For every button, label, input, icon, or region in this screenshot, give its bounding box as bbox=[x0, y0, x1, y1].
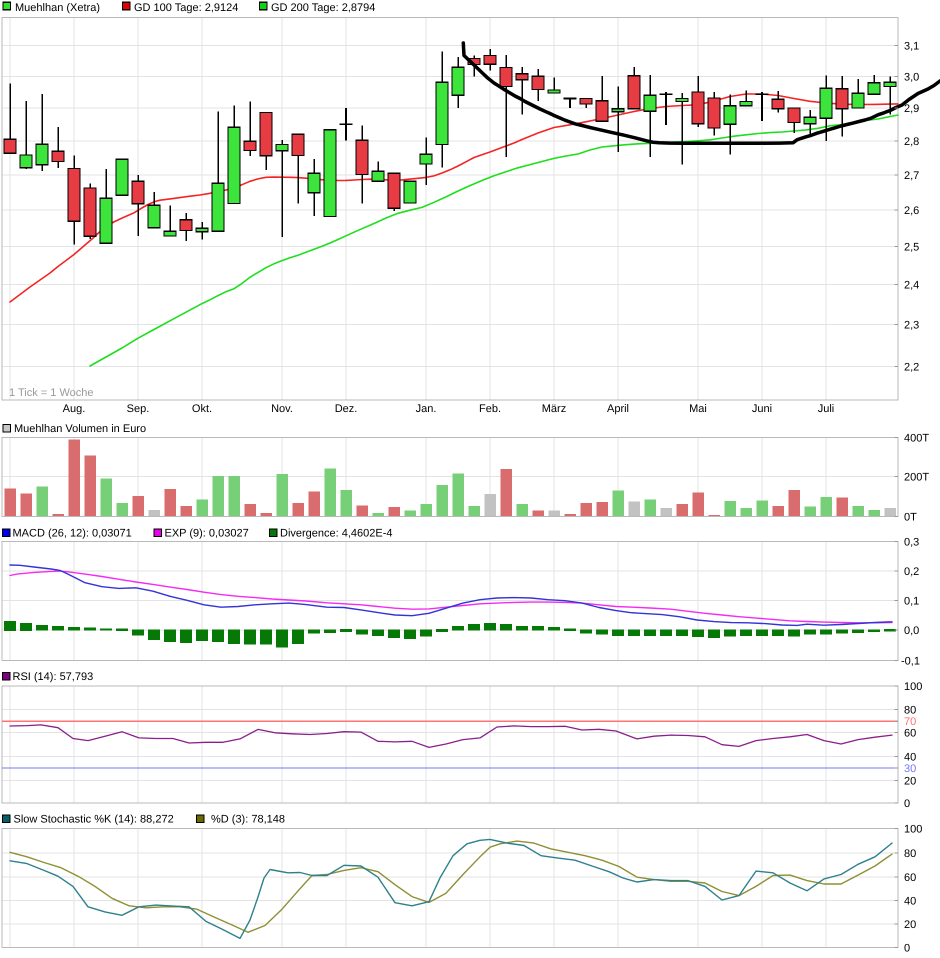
svg-text:200T: 200T bbox=[904, 471, 929, 483]
svg-text:2,7: 2,7 bbox=[904, 170, 919, 182]
svg-text:60: 60 bbox=[904, 727, 916, 739]
svg-text:Dez.: Dez. bbox=[335, 403, 358, 415]
svg-text:2,5: 2,5 bbox=[904, 241, 919, 253]
svg-text:20: 20 bbox=[904, 919, 916, 931]
svg-text:0,0: 0,0 bbox=[904, 625, 919, 637]
svg-text:Juni: Juni bbox=[752, 403, 772, 415]
svg-text:Nov.: Nov. bbox=[271, 403, 293, 415]
svg-text:70: 70 bbox=[904, 716, 916, 728]
svg-text:0,1: 0,1 bbox=[904, 596, 919, 608]
svg-text:20: 20 bbox=[904, 775, 916, 787]
svg-text:Jan.: Jan. bbox=[416, 403, 437, 415]
svg-text:0,3: 0,3 bbox=[904, 536, 919, 548]
svg-text:3,0: 3,0 bbox=[904, 71, 919, 83]
svg-text:2,8: 2,8 bbox=[904, 136, 919, 148]
svg-text:Okt.: Okt. bbox=[192, 403, 212, 415]
svg-text:Feb.: Feb. bbox=[479, 403, 501, 415]
svg-text:400T: 400T bbox=[904, 433, 929, 445]
svg-text:Muehlhan Volumen in Euro: Muehlhan Volumen in Euro bbox=[14, 423, 146, 435]
svg-text:0,2: 0,2 bbox=[904, 566, 919, 578]
svg-text:80: 80 bbox=[904, 848, 916, 860]
svg-text:Muehlhan (Xetra): Muehlhan (Xetra) bbox=[15, 2, 100, 14]
svg-text:2,6: 2,6 bbox=[904, 205, 919, 217]
svg-text:Slow Stochastic %K (14): 88,27: Slow Stochastic %K (14): 88,272 bbox=[14, 814, 174, 826]
svg-text:100: 100 bbox=[904, 681, 922, 693]
svg-text:MACD (26, 12): 0,03071: MACD (26, 12): 0,03071 bbox=[13, 528, 132, 540]
svg-text:0T: 0T bbox=[904, 511, 917, 523]
svg-text:80: 80 bbox=[904, 705, 916, 717]
svg-text:%D (3): 78,148: %D (3): 78,148 bbox=[211, 814, 285, 826]
svg-text:EXP (9): 0,03027: EXP (9): 0,03027 bbox=[165, 528, 249, 540]
svg-text:40: 40 bbox=[904, 752, 916, 764]
svg-text:Mai: Mai bbox=[689, 403, 707, 415]
svg-text:60: 60 bbox=[904, 872, 916, 884]
svg-text:40: 40 bbox=[904, 896, 916, 908]
svg-text:Sep.: Sep. bbox=[127, 403, 150, 415]
svg-text:Divergence: 4,4602E-4: Divergence: 4,4602E-4 bbox=[280, 528, 393, 540]
svg-text:Aug.: Aug. bbox=[63, 403, 86, 415]
svg-text:-0,1: -0,1 bbox=[901, 655, 920, 667]
svg-text:1 Tick = 1 Woche: 1 Tick = 1 Woche bbox=[9, 387, 93, 399]
svg-text:2,9: 2,9 bbox=[904, 103, 919, 115]
svg-text:2,4: 2,4 bbox=[904, 279, 919, 291]
svg-text:30: 30 bbox=[904, 763, 916, 775]
svg-text:3,1: 3,1 bbox=[904, 41, 919, 53]
svg-text:2,3: 2,3 bbox=[904, 320, 919, 332]
svg-text:GD 200 Tage: 2,8794: GD 200 Tage: 2,8794 bbox=[271, 2, 375, 14]
svg-text:März: März bbox=[542, 403, 566, 415]
svg-text:GD 100 Tage: 2,9124: GD 100 Tage: 2,9124 bbox=[134, 2, 238, 14]
svg-text:2,2: 2,2 bbox=[904, 362, 919, 374]
svg-text:0: 0 bbox=[904, 798, 910, 810]
svg-text:RSI (14): 57,793: RSI (14): 57,793 bbox=[13, 671, 94, 683]
svg-text:0: 0 bbox=[904, 942, 910, 954]
svg-text:Juli: Juli bbox=[818, 403, 835, 415]
svg-text:April: April bbox=[607, 403, 629, 415]
svg-text:100: 100 bbox=[904, 824, 922, 836]
